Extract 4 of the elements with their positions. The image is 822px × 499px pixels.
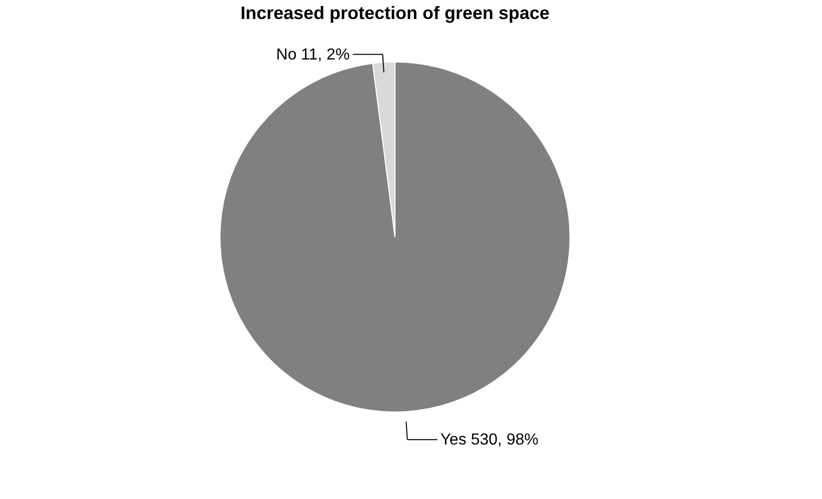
pie-slice xyxy=(220,62,570,412)
slice-label: Yes 530, 98% xyxy=(440,432,538,449)
slice-label: No 11, 2% xyxy=(276,46,350,64)
chart-title: Increased protection of green space xyxy=(240,3,550,23)
